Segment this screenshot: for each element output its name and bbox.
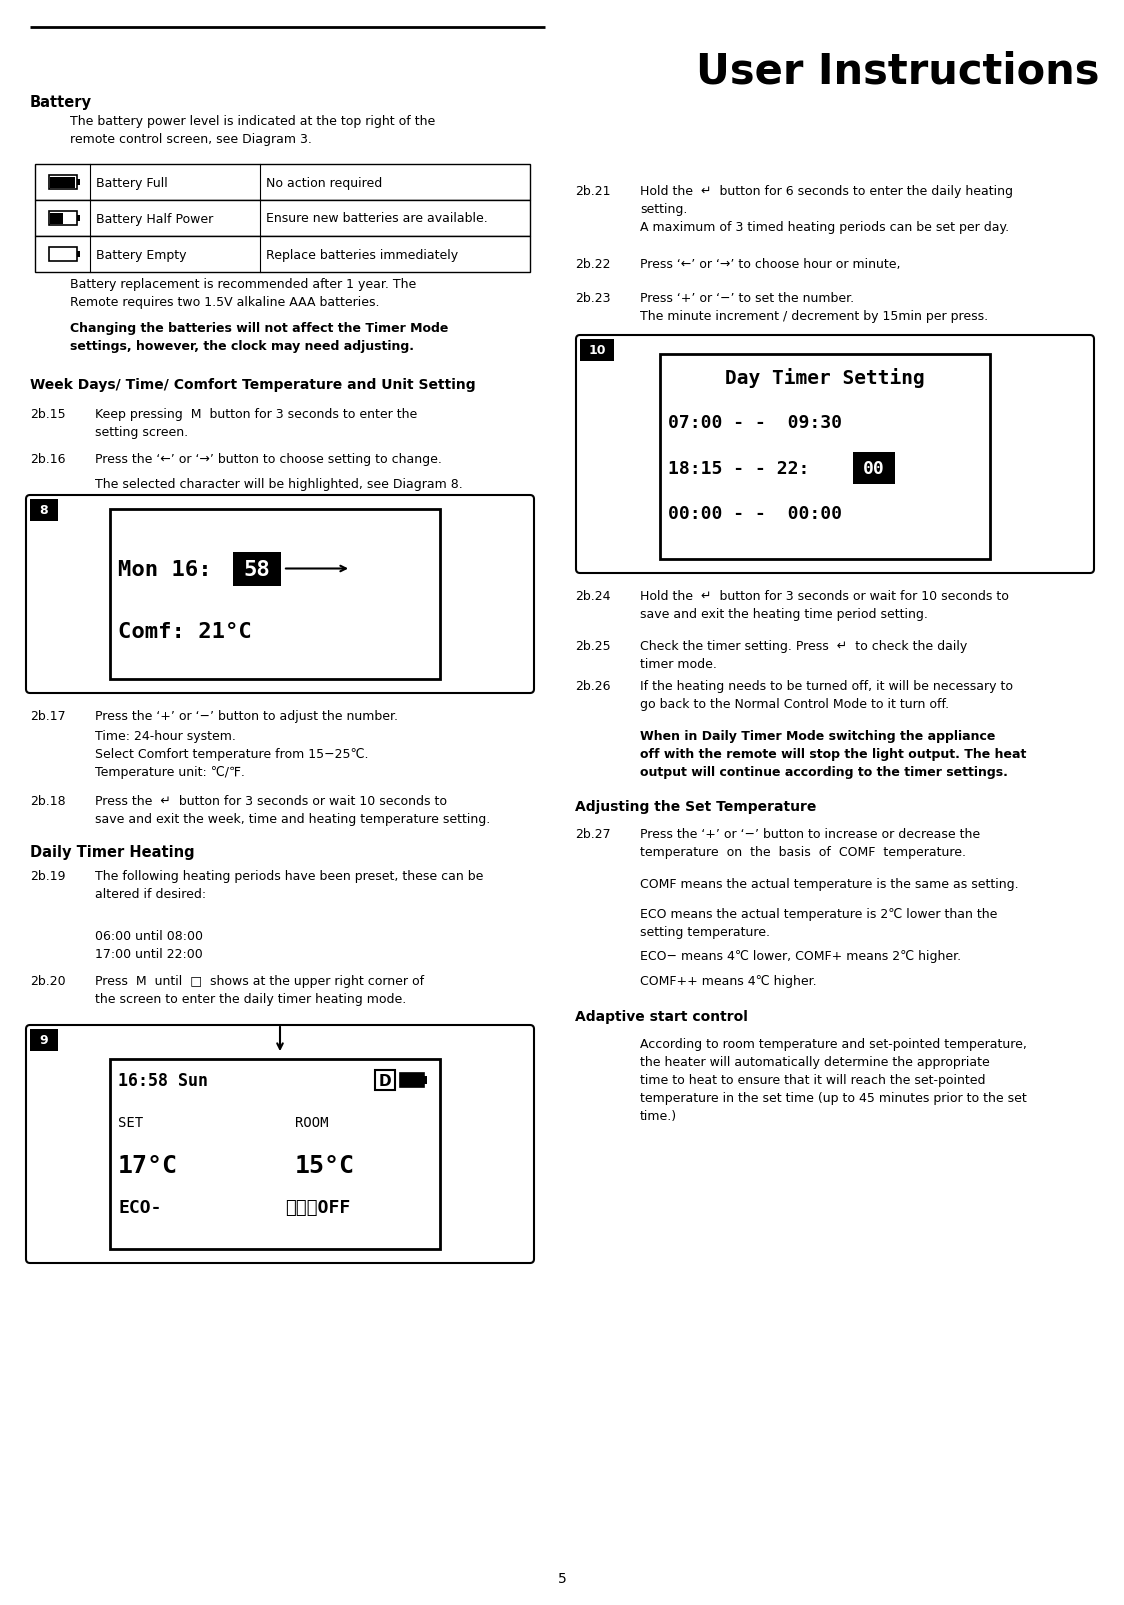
Bar	[48, 247, 76, 262]
Text: ECO-: ECO-	[118, 1197, 162, 1217]
Text: 2b.25: 2b.25	[575, 640, 610, 653]
Text: COMF++ means 4℃ higher.: COMF++ means 4℃ higher.	[640, 974, 817, 987]
FancyBboxPatch shape	[26, 496, 534, 693]
Text: 17°C: 17°C	[118, 1152, 178, 1176]
Text: Keep pressing  M  button for 3 seconds to enter the
setting screen.: Keep pressing M button for 3 seconds to …	[96, 408, 417, 438]
Text: Daily Timer Heating: Daily Timer Heating	[30, 844, 194, 859]
Text: 2b.17: 2b.17	[30, 709, 65, 722]
Text: 16:58 Sun: 16:58 Sun	[118, 1072, 208, 1090]
Text: 2b.22: 2b.22	[575, 258, 610, 271]
Text: 2b.16: 2b.16	[30, 453, 65, 465]
Text: Week Days/ Time/ Comfort Temperature and Unit Setting: Week Days/ Time/ Comfort Temperature and…	[30, 377, 475, 392]
Text: 18:15 - - 22:: 18:15 - - 22:	[668, 459, 809, 478]
Text: 5: 5	[558, 1571, 566, 1586]
Text: Battery Empty: Battery Empty	[96, 249, 187, 262]
Text: Hold the  ↵  button for 6 seconds to enter the daily heating
setting.
A maximum : Hold the ↵ button for 6 seconds to enter…	[640, 185, 1013, 234]
Bar	[853, 453, 895, 485]
Text: Time: 24-hour system.
Select Comfort temperature from 15−25℃.
Temperature unit: : Time: 24-hour system. Select Comfort tem…	[96, 730, 369, 778]
Bar	[660, 355, 990, 560]
Text: 2b.23: 2b.23	[575, 292, 610, 305]
Bar	[375, 1071, 395, 1090]
Bar	[110, 510, 439, 679]
Text: Battery: Battery	[30, 95, 92, 109]
Text: 〔〔〔OFF: 〔〔〔OFF	[285, 1197, 351, 1217]
Bar	[35, 201, 531, 238]
Text: When in Daily Timer Mode switching the appliance
off with the remote will stop t: When in Daily Timer Mode switching the a…	[640, 730, 1026, 778]
Text: The following heating periods have been preset, these can be
altered if desired:: The following heating periods have been …	[96, 870, 483, 900]
Bar	[49, 213, 63, 225]
Text: Press  M  until  □  shows at the upper right corner of
the screen to enter the d: Press M until □ shows at the upper right…	[96, 974, 424, 1005]
Text: The selected character will be highlighted, see Diagram 8.: The selected character will be highlight…	[96, 478, 463, 491]
Text: 10: 10	[588, 345, 606, 358]
Text: If the heating needs to be turned off, it will be necessary to
go back to the No: If the heating needs to be turned off, i…	[640, 679, 1013, 711]
Bar	[35, 238, 531, 273]
FancyBboxPatch shape	[575, 335, 1094, 573]
Text: 2b.27: 2b.27	[575, 828, 610, 841]
Text: Ensure new batteries are available.: Ensure new batteries are available.	[266, 212, 488, 225]
Text: 58: 58	[244, 559, 271, 579]
Text: Battery Half Power: Battery Half Power	[96, 212, 214, 225]
Text: 2b.19: 2b.19	[30, 870, 65, 883]
Text: 06:00 until 08:00
17:00 until 22:00: 06:00 until 08:00 17:00 until 22:00	[96, 929, 203, 960]
Text: 07:00 - -  09:30: 07:00 - - 09:30	[668, 414, 842, 432]
Text: COMF means the actual temperature is the same as setting.: COMF means the actual temperature is the…	[640, 878, 1018, 891]
Text: Day Timer Setting: Day Timer Setting	[725, 368, 925, 387]
Bar	[49, 178, 75, 188]
Text: User Instructions: User Instructions	[696, 51, 1099, 93]
Bar	[76, 180, 80, 186]
Text: No action required: No action required	[266, 177, 382, 189]
Text: 2b.18: 2b.18	[30, 794, 65, 807]
Text: According to room temperature and set-pointed temperature,
the heater will autom: According to room temperature and set-po…	[640, 1037, 1027, 1122]
Text: Press the  ↵  button for 3 seconds or wait 10 seconds to
save and exit the week,: Press the ↵ button for 3 seconds or wait…	[96, 794, 490, 825]
Text: 2b.26: 2b.26	[575, 679, 610, 693]
Text: Changing the batteries will not affect the Timer Mode
settings, however, the clo: Changing the batteries will not affect t…	[70, 321, 448, 353]
Text: Press ‘+’ or ‘−’ to set the number.
The minute increment / decrement by 15min pe: Press ‘+’ or ‘−’ to set the number. The …	[640, 292, 988, 323]
Bar	[233, 552, 281, 586]
Bar	[580, 340, 614, 361]
Text: 2b.20: 2b.20	[30, 974, 65, 987]
Text: ECO means the actual temperature is 2℃ lower than the
setting temperature.: ECO means the actual temperature is 2℃ l…	[640, 907, 997, 939]
Text: Battery Full: Battery Full	[96, 177, 167, 189]
Bar	[400, 1074, 424, 1088]
Text: D: D	[379, 1074, 391, 1088]
Bar	[424, 1077, 427, 1085]
Bar	[48, 177, 76, 189]
FancyBboxPatch shape	[26, 1026, 534, 1263]
Text: The battery power level is indicated at the top right of the
remote control scre: The battery power level is indicated at …	[70, 116, 435, 146]
Text: 15°C: 15°C	[294, 1152, 355, 1176]
Text: 00: 00	[863, 459, 885, 478]
Text: Press the ‘+’ or ‘−’ button to increase or decrease the
temperature  on  the  ba: Press the ‘+’ or ‘−’ button to increase …	[640, 828, 980, 859]
Text: Comf: 21°C: Comf: 21°C	[118, 623, 252, 642]
Bar	[110, 1059, 439, 1249]
Bar	[30, 499, 58, 522]
Text: ECO− means 4℃ lower, COMF+ means 2℃ higher.: ECO− means 4℃ lower, COMF+ means 2℃ high…	[640, 950, 961, 963]
Text: Press the ‘+’ or ‘−’ button to adjust the number.: Press the ‘+’ or ‘−’ button to adjust th…	[96, 709, 398, 722]
Text: Adaptive start control: Adaptive start control	[575, 1010, 747, 1024]
Text: Check the timer setting. Press  ↵  to check the daily
timer mode.: Check the timer setting. Press ↵ to chec…	[640, 640, 968, 671]
Text: Battery replacement is recommended after 1 year. The
Remote requires two 1.5V al: Battery replacement is recommended after…	[70, 278, 416, 308]
Text: Hold the  ↵  button for 3 seconds or wait for 10 seconds to
save and exit the he: Hold the ↵ button for 3 seconds or wait …	[640, 589, 1009, 621]
Text: Replace batteries immediately: Replace batteries immediately	[266, 249, 459, 262]
Text: ROOM: ROOM	[294, 1115, 328, 1130]
Text: Adjusting the Set Temperature: Adjusting the Set Temperature	[575, 799, 816, 814]
Bar	[30, 1029, 58, 1051]
Text: 9: 9	[39, 1034, 48, 1046]
Text: Press the ‘←’ or ‘→’ button to choose setting to change.: Press the ‘←’ or ‘→’ button to choose se…	[96, 453, 442, 465]
Text: 00:00 - -  00:00: 00:00 - - 00:00	[668, 506, 842, 523]
Bar	[48, 212, 76, 226]
Bar	[76, 215, 80, 221]
Bar	[76, 252, 80, 258]
Bar	[35, 165, 531, 201]
Text: Mon 16:: Mon 16:	[118, 559, 211, 579]
Text: 8: 8	[39, 504, 48, 517]
Text: 2b.24: 2b.24	[575, 589, 610, 602]
Text: Press ‘←’ or ‘→’ to choose hour or minute,: Press ‘←’ or ‘→’ to choose hour or minut…	[640, 258, 900, 271]
Text: 2b.21: 2b.21	[575, 185, 610, 197]
Text: SET: SET	[118, 1115, 143, 1130]
Text: 2b.15: 2b.15	[30, 408, 65, 421]
